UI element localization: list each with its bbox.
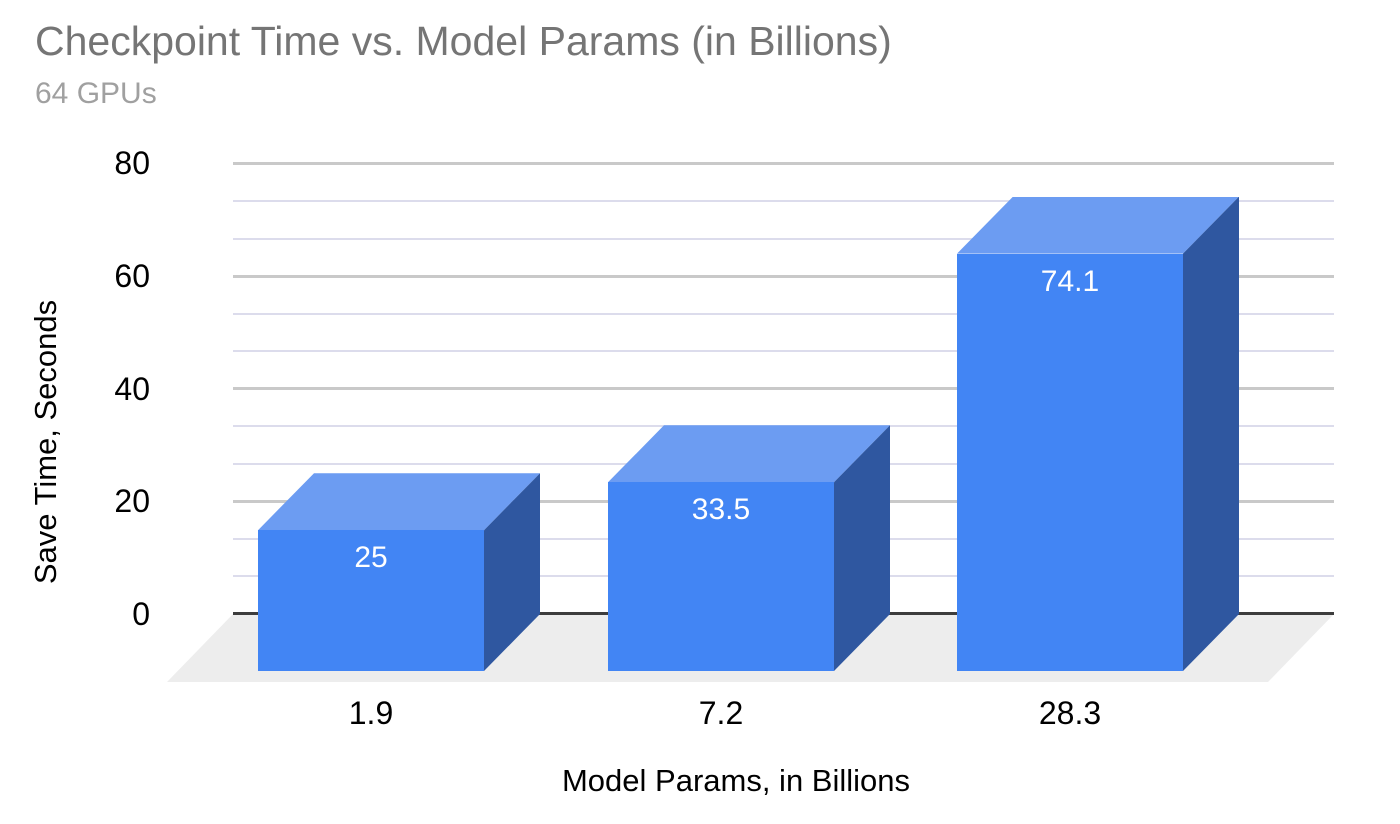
bar-top-face: [957, 196, 1239, 254]
minor-gridline: [233, 350, 1334, 353]
x-axis-title: Model Params, in Billions: [561, 763, 911, 798]
y-axis-title: Save Time, Seconds: [28, 299, 63, 585]
bar-top-face: [608, 425, 890, 483]
bar-value-label: 74.1: [1040, 264, 1100, 298]
x-tick-label: 1.9: [348, 695, 394, 731]
y-tick-label: 80: [114, 145, 150, 182]
bar-side-face: [1183, 196, 1239, 671]
major-gridline: [233, 161, 1334, 165]
chart-subtitle: 64 GPUs: [35, 77, 157, 110]
chart-title: Checkpoint Time vs. Model Params (in Bil…: [35, 18, 892, 64]
bar-front-face: [258, 530, 484, 671]
minor-gridline: [233, 237, 1334, 240]
major-gridline: [233, 387, 1334, 391]
minor-gridline: [233, 199, 1334, 202]
y-tick-label: 60: [114, 258, 150, 295]
bar-value-label: 33.5: [691, 493, 751, 527]
y-tick-label: 20: [114, 483, 150, 520]
major-gridline: [233, 274, 1334, 278]
x-tick-label: 28.3: [1038, 695, 1102, 731]
minor-gridline: [233, 312, 1334, 315]
bar-front-face: [608, 482, 834, 671]
x-tick-label: 7.2: [698, 695, 744, 731]
bar-value-label: 25: [354, 541, 388, 575]
bar-front-face: [957, 253, 1183, 671]
y-tick-label: 0: [132, 596, 150, 632]
y-tick-label: 40: [114, 370, 150, 407]
bar-top-face: [258, 473, 540, 531]
